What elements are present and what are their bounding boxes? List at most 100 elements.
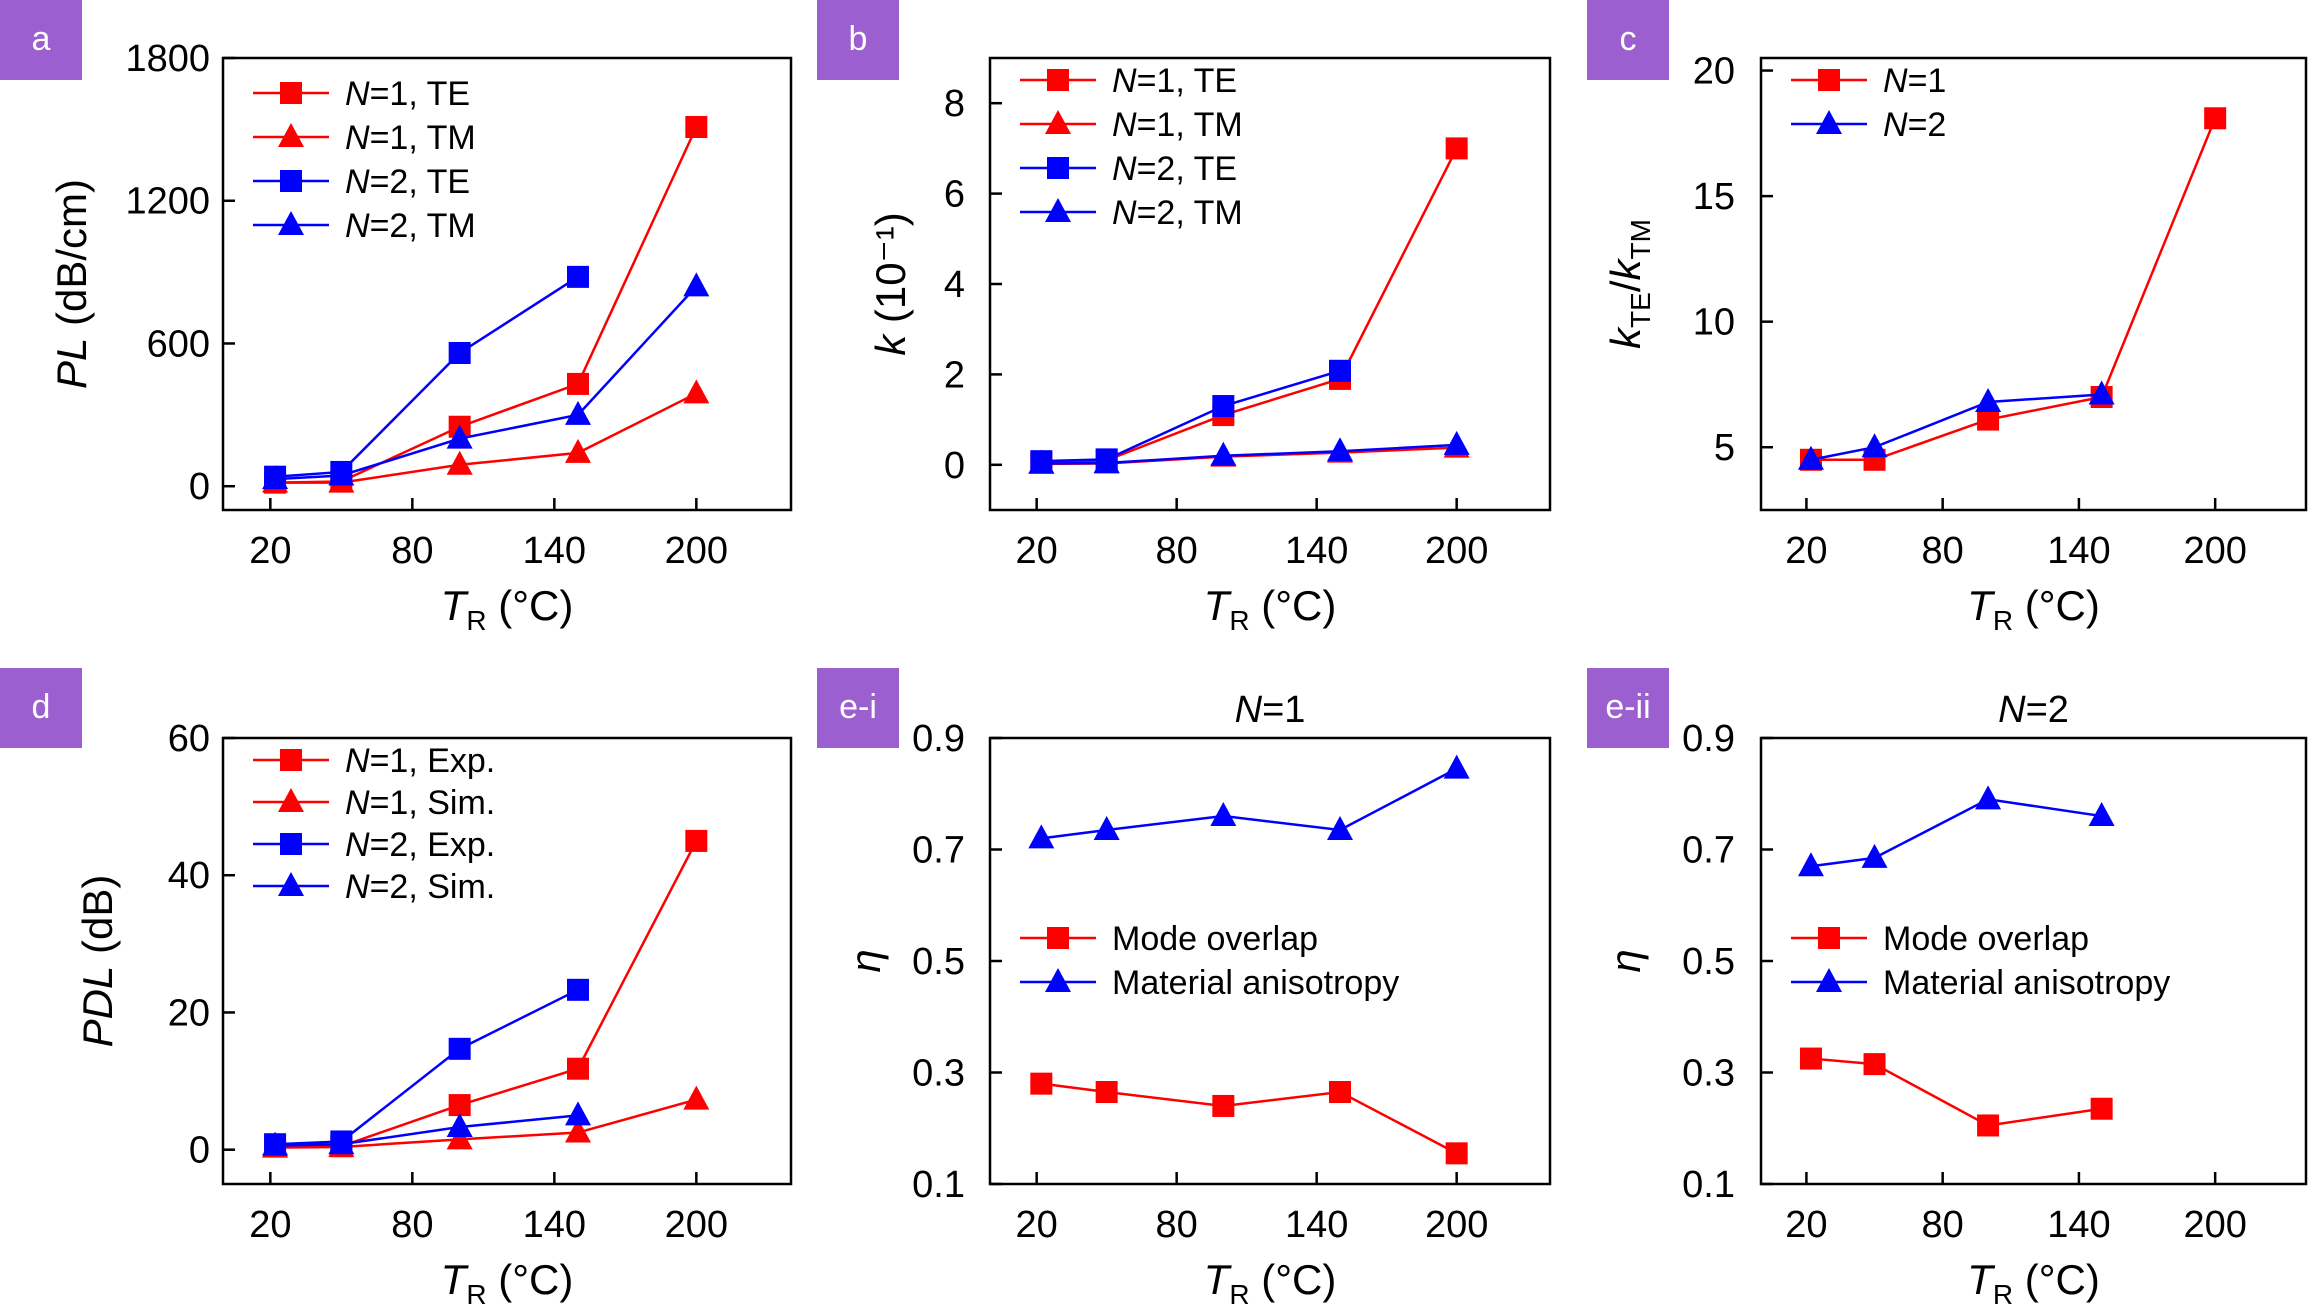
- data-point: [1863, 1053, 1886, 1076]
- data-point: [1093, 815, 1120, 840]
- data-point: [1028, 449, 1055, 474]
- data-point: [446, 1113, 473, 1138]
- y-tick-label: 20: [168, 992, 210, 1034]
- y-tick-label: 15: [1693, 176, 1735, 218]
- legend-entry: Mode overlap: [1883, 920, 2089, 958]
- series: [1030, 137, 1468, 474]
- data-point: [1445, 137, 1468, 160]
- y-tick-label: 6: [944, 174, 965, 216]
- y-tick-label: 0.1: [1682, 1164, 1735, 1206]
- data-point: [1861, 843, 1888, 868]
- plot-title: N=2: [1998, 689, 2069, 731]
- legend-marker: [280, 82, 302, 104]
- legend-entry: Mode overlap: [1112, 920, 1318, 958]
- x-axis-label: TR (°C): [441, 582, 574, 636]
- data-point: [1975, 388, 2002, 413]
- data-point: [1977, 408, 2000, 431]
- data-point: [685, 115, 708, 138]
- legend-entry: N=2, Exp.: [345, 826, 495, 864]
- legend: N=1, Exp. N=1, Sim. N=2, Exp. N=2, Sim.: [253, 742, 495, 906]
- legend-marker: [1816, 110, 1842, 134]
- x-tick-label: 140: [1285, 1204, 1348, 1246]
- series: [1028, 754, 1470, 849]
- legend-entry: N=2, TE: [1112, 150, 1237, 188]
- panel-label-text: d: [32, 688, 51, 726]
- legend-marker: [278, 872, 304, 896]
- y-tick-label: 4: [944, 264, 965, 306]
- legend-entry: N=1: [1883, 62, 1946, 100]
- data-point: [1975, 785, 2002, 810]
- panel-label: e-i: [817, 668, 899, 748]
- legend-entry: N=1, Exp.: [345, 742, 495, 780]
- x-tick-label: 200: [1425, 1204, 1488, 1246]
- legend-entry: Material anisotropy: [1883, 964, 2170, 1002]
- legend-marker: [1047, 69, 1069, 91]
- legend-marker: [1818, 69, 1840, 91]
- legend-marker: [280, 170, 302, 192]
- legend-marker: [1818, 927, 1840, 949]
- legend-marker: [1047, 157, 1069, 179]
- x-tick-label: 20: [249, 1204, 291, 1246]
- panel-label-text: c: [1620, 20, 1637, 58]
- y-tick-label: 20: [1693, 51, 1735, 93]
- legend-marker: [1045, 968, 1071, 992]
- x-tick-label: 80: [1922, 1204, 1964, 1246]
- legend-marker: [280, 749, 302, 771]
- series-line: [1810, 1057, 2102, 1127]
- data-point: [328, 461, 355, 486]
- x-tick-label: 20: [249, 530, 291, 572]
- data-point: [567, 978, 589, 1001]
- data-point: [328, 1130, 355, 1155]
- data-point: [2204, 107, 2227, 130]
- series: [264, 978, 589, 1156]
- legend: Mode overlap Material anisotropy: [1020, 920, 1399, 1002]
- data-point: [683, 379, 710, 404]
- data-point: [446, 450, 473, 475]
- data-point: [1210, 441, 1237, 466]
- legend: Mode overlap Material anisotropy: [1791, 920, 2170, 1002]
- series: [1030, 359, 1351, 473]
- panel-label-text: e-i: [839, 688, 877, 726]
- y-tick-label: 0: [944, 445, 965, 487]
- legend-marker: [280, 833, 302, 855]
- panel-a: a 20 80 140 200 0 600 1200 1800 TR (°C) PL (dB/cm)…: [0, 0, 793, 636]
- y-tick-label: 0: [189, 1130, 210, 1172]
- x-axis-label: TR (°C): [441, 1256, 574, 1310]
- data-point: [1861, 433, 1888, 458]
- data-point: [1030, 1072, 1053, 1095]
- data-point: [1797, 445, 1824, 470]
- y-axis-label: PDL (dB): [74, 875, 121, 1048]
- legend-marker: [1047, 927, 1069, 949]
- x-tick-label: 80: [1922, 530, 1964, 572]
- series: [264, 115, 708, 494]
- panel-e-ii: e-ii 20 80 140 200 0.1 0.3 0.5 0.7 0.9 TR (°C) η N=2…: [1587, 668, 2308, 1310]
- series-line: [1810, 393, 2102, 462]
- plot-frame: [221, 736, 793, 1186]
- y-tick-label: 60: [168, 718, 210, 760]
- y-tick-label: 0.7: [1682, 830, 1735, 872]
- data-point: [448, 1094, 471, 1117]
- data-point: [567, 265, 589, 288]
- series: [1030, 1072, 1468, 1165]
- y-tick-label: 40: [168, 855, 210, 897]
- legend-entry: N=1, TE: [345, 75, 470, 113]
- legend-entry: N=2: [1883, 106, 1946, 144]
- data-point: [446, 424, 473, 449]
- plot-title: N=1: [1235, 689, 1306, 731]
- x-tick-label: 140: [1285, 530, 1348, 572]
- data-point: [2088, 380, 2115, 405]
- data-point: [567, 372, 589, 395]
- legend-marker: [278, 788, 304, 812]
- y-tick-label: 10: [1693, 302, 1735, 344]
- data-point: [1028, 824, 1055, 849]
- y-axis-label: η: [842, 949, 889, 972]
- y-axis-label: η: [1602, 949, 1649, 972]
- x-tick-label: 200: [665, 530, 728, 572]
- data-point: [683, 272, 710, 297]
- y-tick-label: 0.3: [912, 1053, 965, 1095]
- series: [1028, 430, 1470, 474]
- panel-label: b: [817, 0, 899, 80]
- series-line: [1041, 147, 1458, 464]
